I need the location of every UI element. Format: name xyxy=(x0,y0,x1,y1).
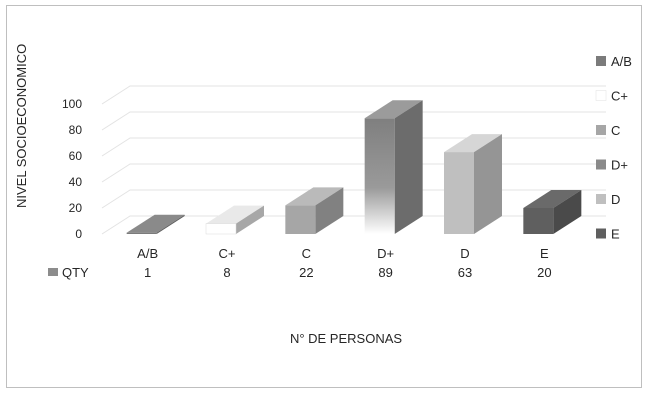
bar-top xyxy=(126,214,185,233)
legend-swatch xyxy=(596,56,606,66)
bar-d xyxy=(444,134,502,234)
legend-label: C+ xyxy=(611,89,628,104)
gridline xyxy=(101,85,606,105)
category-label: D xyxy=(460,246,469,261)
y-tick-label: 60 xyxy=(69,149,83,163)
y-axis-title: NIVEL SOCIOECONOMICO xyxy=(14,44,29,208)
category-label: C+ xyxy=(219,246,236,261)
legend-label: C xyxy=(611,123,620,138)
series-key xyxy=(48,268,58,276)
data-table-row: QTY 1 8 22 89 63 20 xyxy=(48,265,552,280)
bar-side xyxy=(315,187,344,234)
y-tick-label: 40 xyxy=(69,175,83,189)
data-table-value: 1 xyxy=(144,265,151,280)
bar-side xyxy=(474,134,502,234)
legend-swatch xyxy=(596,228,606,239)
bar-a-b xyxy=(126,214,185,234)
gridline xyxy=(101,111,606,131)
legend: A/B C+ C D+ D E xyxy=(595,54,632,242)
y-tick-labels: 0 20 40 60 80 100 xyxy=(62,97,82,241)
data-table-value: 22 xyxy=(299,265,313,280)
series-name: QTY xyxy=(62,265,89,280)
data-table-value: 20 xyxy=(537,265,551,280)
gridline xyxy=(101,137,606,157)
bar-side xyxy=(394,100,423,234)
category-label: C xyxy=(302,246,311,261)
legend-swatch xyxy=(595,90,607,101)
bar-front xyxy=(205,223,237,235)
data-table-value: 89 xyxy=(378,265,392,280)
legend-label: D+ xyxy=(611,158,628,173)
bar-c xyxy=(285,187,344,234)
y-tick-label: 20 xyxy=(69,201,83,215)
legend-swatch xyxy=(596,125,606,135)
bar-top xyxy=(523,190,582,208)
bar-top xyxy=(364,100,423,119)
bar-d-plus xyxy=(364,100,423,234)
bar-side xyxy=(156,214,185,234)
legend-label: A/B xyxy=(611,54,632,69)
category-label: D+ xyxy=(377,246,394,261)
bar-side xyxy=(553,190,582,234)
bar-side xyxy=(236,205,264,234)
category-label: A/B xyxy=(137,246,158,261)
bar-front xyxy=(126,232,157,234)
bar-front xyxy=(444,152,474,234)
x-axis-title: N° DE PERSONAS xyxy=(290,331,402,346)
legend-label: D xyxy=(611,192,620,207)
legend-swatch xyxy=(596,159,606,170)
category-labels: A/B C+ C D+ D E xyxy=(137,246,549,261)
data-table-value: 63 xyxy=(458,265,472,280)
y-tick-label: 80 xyxy=(69,123,83,137)
y-tick-label: 0 xyxy=(75,227,82,241)
bar-top xyxy=(444,134,502,153)
bar-c-plus xyxy=(205,205,264,235)
legend-label: E xyxy=(611,227,620,242)
bar-front xyxy=(285,205,316,234)
bar-e xyxy=(523,190,582,234)
data-table-value: 8 xyxy=(223,265,230,280)
legend-swatch xyxy=(596,194,606,204)
category-label: E xyxy=(540,246,549,261)
bar-top xyxy=(206,205,264,224)
bar-front xyxy=(523,208,554,234)
bar-front xyxy=(364,118,395,234)
bar-top xyxy=(285,187,344,206)
y-tick-label: 100 xyxy=(62,97,82,111)
gridline xyxy=(101,163,606,183)
bars xyxy=(126,100,582,235)
